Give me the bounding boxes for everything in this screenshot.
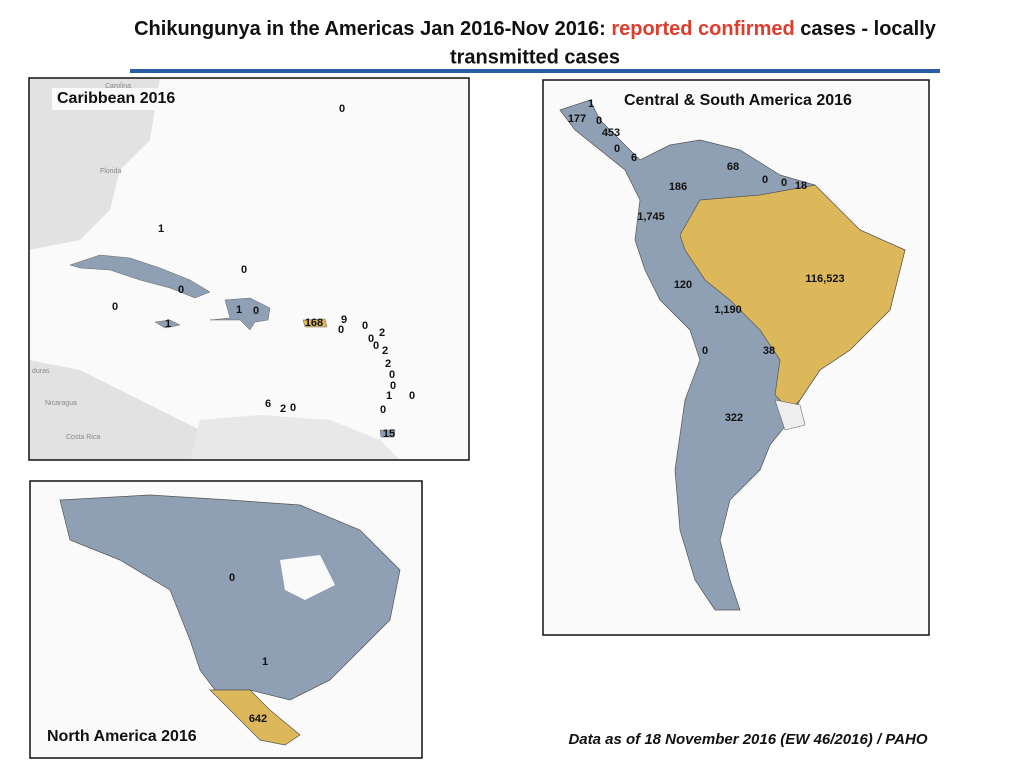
case-count: 0 [178, 284, 184, 296]
case-count: 0 [339, 103, 345, 115]
case-count: 1,190 [714, 304, 742, 316]
case-count: 322 [725, 412, 743, 424]
place-name: Florida [100, 168, 122, 175]
case-count: 15 [383, 428, 395, 440]
case-count: 1 [236, 304, 242, 316]
case-count: 0 [241, 264, 247, 276]
north-america-frame [29, 480, 423, 759]
case-count: 0 [229, 572, 235, 584]
case-count: 177 [568, 113, 586, 125]
title-line2: transmitted cases [450, 46, 620, 68]
case-count: 2 [385, 358, 391, 370]
case-count: 186 [669, 181, 687, 193]
case-count: 0 [368, 333, 374, 345]
title-end: cases - locally [795, 18, 937, 40]
case-count: 1 [588, 98, 594, 110]
title: Chikungunya in the Americas Jan 2016-Nov… [134, 18, 937, 40]
title-highlight: reported confirmed [611, 18, 794, 40]
case-count: 0 [112, 301, 118, 313]
case-count: 1,745 [637, 211, 665, 223]
case-count: 1 [386, 390, 392, 402]
panel-title: North America 2016 [47, 728, 197, 745]
panel-title: Caribbean 2016 [57, 90, 175, 107]
case-count: 1 [165, 318, 171, 330]
case-count: 0 [596, 115, 602, 127]
case-count: 120 [674, 279, 692, 291]
title-start: Chikungunya in the Americas Jan 2016-Nov… [134, 18, 611, 40]
case-count: 6 [265, 398, 271, 410]
case-count: 453 [602, 127, 620, 139]
case-count: 0 [290, 402, 296, 414]
case-count: 0 [338, 324, 344, 336]
south-america-frame [542, 79, 930, 636]
case-count: 0 [781, 177, 787, 189]
case-count: 2 [382, 345, 388, 357]
caribbean-map [29, 78, 469, 460]
case-count: 6 [631, 152, 637, 164]
case-count: 0 [362, 320, 368, 332]
case-count: 0 [390, 380, 396, 392]
place-name: Nicaragua [45, 400, 77, 407]
caribbean-frame [28, 77, 470, 461]
place-name: duras [32, 368, 50, 375]
place-name: Costa Rica [66, 434, 100, 441]
case-count: 2 [280, 403, 286, 415]
place-name: Carolina [105, 83, 131, 90]
footer-note: Data as of 18 November 2016 (EW 46/2016)… [568, 731, 927, 748]
case-count: 0 [380, 404, 386, 416]
case-count: 9 [341, 314, 347, 326]
panel-title: Central & South America 2016 [624, 92, 852, 109]
case-count: 0 [614, 143, 620, 155]
case-count: 1 [262, 656, 268, 668]
case-count: 642 [249, 713, 267, 725]
case-count: 38 [763, 345, 775, 357]
case-count: 116,523 [805, 273, 844, 285]
case-count: 0 [389, 369, 395, 381]
case-count: 1 [158, 223, 164, 235]
case-count: 2 [379, 327, 385, 339]
case-count: 168 [305, 317, 323, 329]
case-count: 18 [795, 180, 807, 192]
case-count: 0 [762, 174, 768, 186]
south-america-map [543, 80, 929, 635]
case-count: 0 [409, 390, 415, 402]
case-count: 68 [727, 161, 739, 173]
case-count: 0 [702, 345, 708, 357]
case-count: 0 [373, 340, 379, 352]
case-count: 0 [253, 305, 259, 317]
north-america-map [30, 481, 422, 758]
